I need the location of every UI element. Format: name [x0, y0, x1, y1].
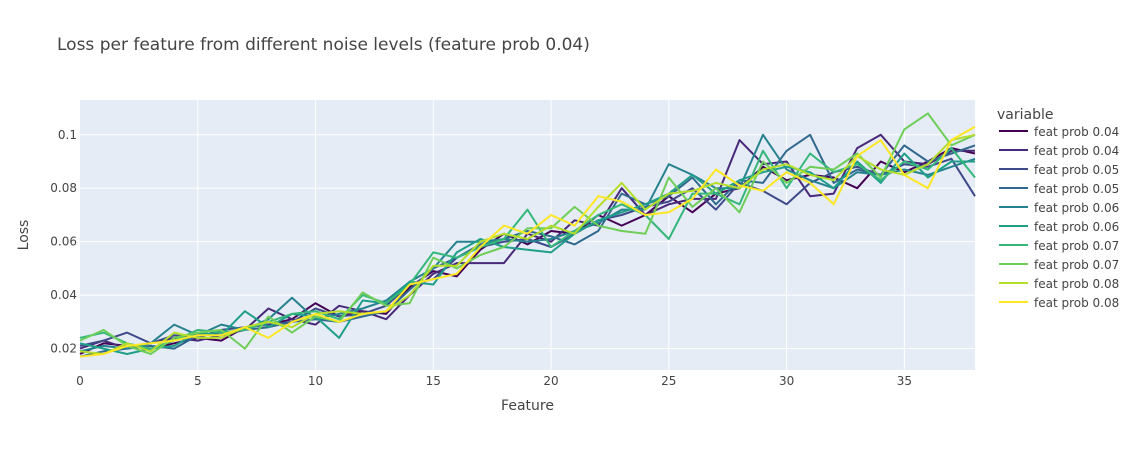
- x-axis-title: Feature: [501, 398, 554, 414]
- legend-label-1: feat prob 0.04: [1034, 144, 1119, 158]
- series-line-8: [79, 133, 976, 355]
- y-tick-label: 0.1: [58, 128, 77, 142]
- y-tick-label: 0.06: [50, 235, 77, 249]
- y-tick-label: 0.02: [50, 342, 77, 356]
- series-lines: [79, 112, 976, 358]
- legend-label-0: feat prob 0.04: [1034, 125, 1119, 139]
- x-tick-label: 25: [661, 374, 676, 388]
- x-tick-label: 0: [76, 374, 84, 388]
- legend-label-2: feat prob 0.05: [1034, 163, 1119, 177]
- x-axis-ticks: 0 5 10 15 20 25 30 35: [76, 374, 912, 388]
- legend-label-6: feat prob 0.07: [1034, 239, 1119, 253]
- x-tick-label: 20: [543, 374, 558, 388]
- y-axis-ticks: 0.02 0.04 0.06 0.08 0.1: [50, 128, 77, 356]
- legend-label-3: feat prob 0.05: [1034, 182, 1119, 196]
- x-tick-label: 15: [426, 374, 441, 388]
- series-line-9: [79, 125, 976, 358]
- legend-label-5: feat prob 0.06: [1034, 220, 1119, 234]
- y-tick-label: 0.08: [50, 181, 77, 195]
- chart-title: Loss per feature from different noise le…: [57, 35, 590, 55]
- x-tick-label: 30: [779, 374, 794, 388]
- y-tick-label: 0.04: [50, 288, 77, 302]
- series-line-5: [79, 152, 975, 355]
- x-tick-label: 35: [897, 374, 912, 388]
- legend-label-7: feat prob 0.07: [1034, 258, 1119, 272]
- x-tick-label: 10: [308, 374, 323, 388]
- legend-label-8: feat prob 0.08: [1034, 277, 1119, 291]
- legend-label-9: feat prob 0.08: [1034, 296, 1119, 310]
- x-tick-label: 5: [194, 374, 202, 388]
- legend: variable feat prob 0.04 feat prob 0.04 fea…: [997, 107, 1119, 310]
- series-line-7: [79, 112, 976, 355]
- legend-title: variable: [997, 107, 1053, 123]
- y-axis-title: Loss: [16, 220, 32, 251]
- legend-label-4: feat prob 0.06: [1034, 201, 1119, 215]
